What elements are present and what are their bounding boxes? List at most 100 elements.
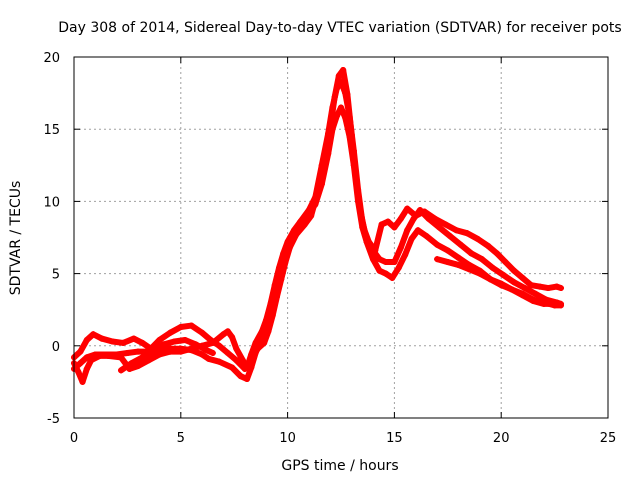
data-point [233, 345, 240, 352]
data-point [404, 205, 411, 212]
data-point [263, 316, 270, 323]
y-tick-label: 10 [43, 195, 60, 210]
series-track-2 [71, 78, 565, 385]
data-point [301, 221, 308, 228]
y-tick-label: -5 [47, 412, 60, 427]
data-point [414, 227, 421, 234]
data-point [489, 264, 496, 271]
data-point [536, 283, 543, 290]
data-point [382, 259, 389, 266]
y-tick-labels: -5 0 5 10 15 20 [43, 51, 60, 427]
chart-title: Day 308 of 2014, Sidereal Day-to-day VTE… [58, 20, 621, 36]
data-point [338, 104, 344, 111]
data-point [442, 221, 449, 228]
data-point [493, 250, 500, 257]
data-point [83, 354, 90, 361]
data-point [444, 259, 451, 266]
data-point [258, 328, 265, 335]
data-point [79, 378, 86, 385]
series-track-1 [71, 104, 565, 383]
track-segment [331, 72, 342, 101]
data-point [348, 131, 355, 138]
data-point [444, 247, 451, 254]
data-point [237, 373, 244, 380]
data-point [252, 339, 259, 346]
data-point [199, 351, 206, 358]
track-segment [357, 207, 368, 234]
data-points [71, 66, 565, 385]
data-point [77, 348, 84, 355]
data-point [216, 358, 223, 365]
data-point [83, 365, 90, 372]
data-point [500, 272, 507, 279]
x-tick-label: 20 [493, 431, 510, 446]
data-point [376, 256, 383, 263]
data-point [88, 357, 95, 364]
data-point [453, 227, 460, 234]
data-point [229, 334, 236, 341]
data-point [75, 368, 82, 375]
data-point [382, 270, 389, 277]
data-point [502, 259, 509, 266]
data-point [530, 298, 537, 305]
data-point [498, 280, 505, 287]
data-point [361, 227, 368, 234]
track-segment [340, 66, 351, 98]
track-segment [269, 293, 280, 319]
data-point [233, 357, 240, 364]
data-point [171, 338, 178, 345]
data-point [177, 348, 184, 355]
data-point [389, 274, 396, 281]
data-point [224, 350, 231, 357]
data-point [404, 227, 411, 234]
data-point [120, 339, 127, 346]
data-point [421, 208, 428, 215]
data-point [156, 337, 163, 344]
data-point [455, 254, 462, 261]
data-point [96, 352, 103, 359]
data-point [340, 66, 347, 73]
data-point [216, 342, 223, 349]
data-point [261, 339, 268, 346]
data-point [254, 345, 261, 352]
data-point [135, 363, 142, 370]
data-point [532, 290, 539, 297]
data-point [391, 224, 398, 231]
data-point [241, 365, 248, 372]
y-tick-label: 20 [43, 51, 60, 66]
track-segment [372, 221, 385, 254]
data-point [384, 218, 391, 225]
data-point [205, 355, 212, 362]
data-point [182, 337, 189, 344]
data-point [244, 376, 251, 383]
data-point [117, 367, 124, 374]
data-point [376, 267, 383, 274]
data-point [412, 212, 419, 219]
data-point [558, 285, 565, 292]
data-point [229, 364, 236, 371]
data-point [188, 322, 195, 329]
plot-frame [73, 56, 609, 419]
data-point [117, 354, 124, 361]
data-point [320, 157, 327, 164]
data-point [331, 94, 338, 101]
data-point [446, 233, 453, 240]
data-point [528, 282, 535, 289]
x-tick-labels: 0 5 10 15 20 25 [70, 431, 616, 446]
y-tick-label: 5 [52, 268, 60, 283]
y-tick-label: 15 [43, 123, 60, 138]
data-point [207, 337, 214, 344]
x-axis-label: GPS time / hours [281, 458, 398, 474]
data-point [265, 328, 272, 335]
data-point [220, 331, 227, 338]
data-point [145, 357, 152, 364]
data-point [135, 348, 142, 355]
data-point [408, 235, 415, 242]
data-point [434, 256, 441, 263]
data-point [192, 341, 199, 348]
data-point [286, 244, 293, 251]
track-segment [397, 227, 411, 251]
data-point [464, 230, 471, 237]
data-point [365, 238, 372, 245]
